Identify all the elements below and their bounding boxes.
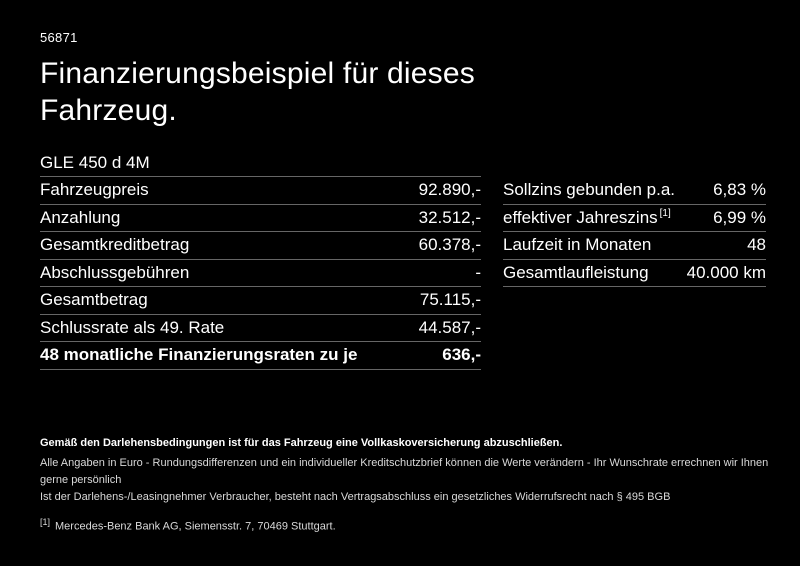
footnote-ref-superscript: [1] <box>659 208 671 220</box>
conditions-row-value: 40.000 km <box>686 262 766 282</box>
conditions-row-label: Gesamtlaufleistung <box>503 262 649 282</box>
finance-table: GLE 450 d 4M Fahrzeugpreis 92.890,- Anza… <box>40 149 481 370</box>
finance-row-value: 44.587,- <box>418 317 481 337</box>
page-title-line2: Fahrzeug. <box>40 94 177 127</box>
finance-row-anzahlung: Anzahlung 32.512,- <box>40 205 481 232</box>
finance-row-fahrzeugpreis: Fahrzeugpreis 92.890,- <box>40 177 481 205</box>
finance-row-value: 636,- <box>442 345 481 365</box>
footnote-marker: [1] <box>40 517 51 527</box>
conditions-row-value: 6,83 % <box>713 180 766 200</box>
conditions-row-label: effektiver Jahreszins [1] <box>503 207 671 227</box>
finance-row-label: Gesamtbetrag <box>40 290 148 310</box>
finance-row-abschlussgebuehren: Abschlussgebühren - <box>40 260 481 287</box>
finance-row-monatsrate: 48 monatliche Finanzierungsraten zu je 6… <box>40 342 481 370</box>
finance-row-label: Gesamtkreditbetrag <box>40 235 190 255</box>
page-title: Finanzierungsbeispiel für dieses Fahrzeu… <box>40 55 475 129</box>
disclaimer-line2: Ist der Darlehens-/Leasingnehmer Verbrau… <box>40 491 671 503</box>
conditions-row-gesamtlaufleistung: Gesamtlaufleistung 40.000 km <box>503 260 766 287</box>
finance-row-gesamtbetrag: Gesamtbetrag 75.115,- <box>40 287 481 315</box>
finance-row-value: 60.378,- <box>418 235 481 255</box>
conditions-row-sollzins: Sollzins gebunden p.a. 6,83 % <box>503 177 766 205</box>
finance-row-label: Schlussrate als 49. Rate <box>40 317 225 337</box>
page-title-line1: Finanzierungsbeispiel für dieses <box>40 57 475 90</box>
bank-footnote: [1] Mercedes-Benz Bank AG, Siemensstr. 7,… <box>40 517 780 533</box>
conditions-row-laufzeit: Laufzeit in Monaten 48 <box>503 232 766 260</box>
finance-row-label: Abschlussgebühren <box>40 262 190 282</box>
disclaimer-line1: Alle Angaben in Euro - Rundungsdifferenz… <box>40 457 769 486</box>
finance-row-label: 48 monatliche Finanzierungsraten zu je <box>40 345 358 365</box>
finance-row-label: Anzahlung <box>40 207 121 227</box>
conditions-row-effektiver-jahreszins: effektiver Jahreszins [1] 6,99 % <box>503 205 766 232</box>
legal-footer: Gemäß den Darlehensbedingungen ist für d… <box>40 437 780 533</box>
finance-row-value: 75.115,- <box>419 290 481 310</box>
finance-row-value: 92.890,- <box>418 180 481 200</box>
conditions-row-label: Laufzeit in Monaten <box>503 235 652 255</box>
finance-row-label: Fahrzeugpreis <box>40 180 149 200</box>
conditions-row-value: 48 <box>747 235 766 255</box>
vehicle-model: GLE 450 d 4M <box>40 149 481 177</box>
footnote-text: Mercedes-Benz Bank AG, Siemensstr. 7, 70… <box>55 520 336 533</box>
conditions-table: Sollzins gebunden p.a. 6,83 % effektiver… <box>503 177 766 287</box>
finance-row-value: 32.512,- <box>418 207 481 227</box>
conditions-row-label: Sollzins gebunden p.a. <box>503 180 676 200</box>
insurance-note: Gemäß den Darlehensbedingungen ist für d… <box>40 437 563 449</box>
finance-row-schlussrate: Schlussrate als 49. Rate 44.587,- <box>40 315 481 342</box>
finance-row-value: - <box>475 262 481 282</box>
conditions-row-value: 6,99 % <box>713 207 766 227</box>
ref-number: 56871 <box>40 30 78 45</box>
finance-row-gesamtkreditbetrag: Gesamtkreditbetrag 60.378,- <box>40 232 481 260</box>
